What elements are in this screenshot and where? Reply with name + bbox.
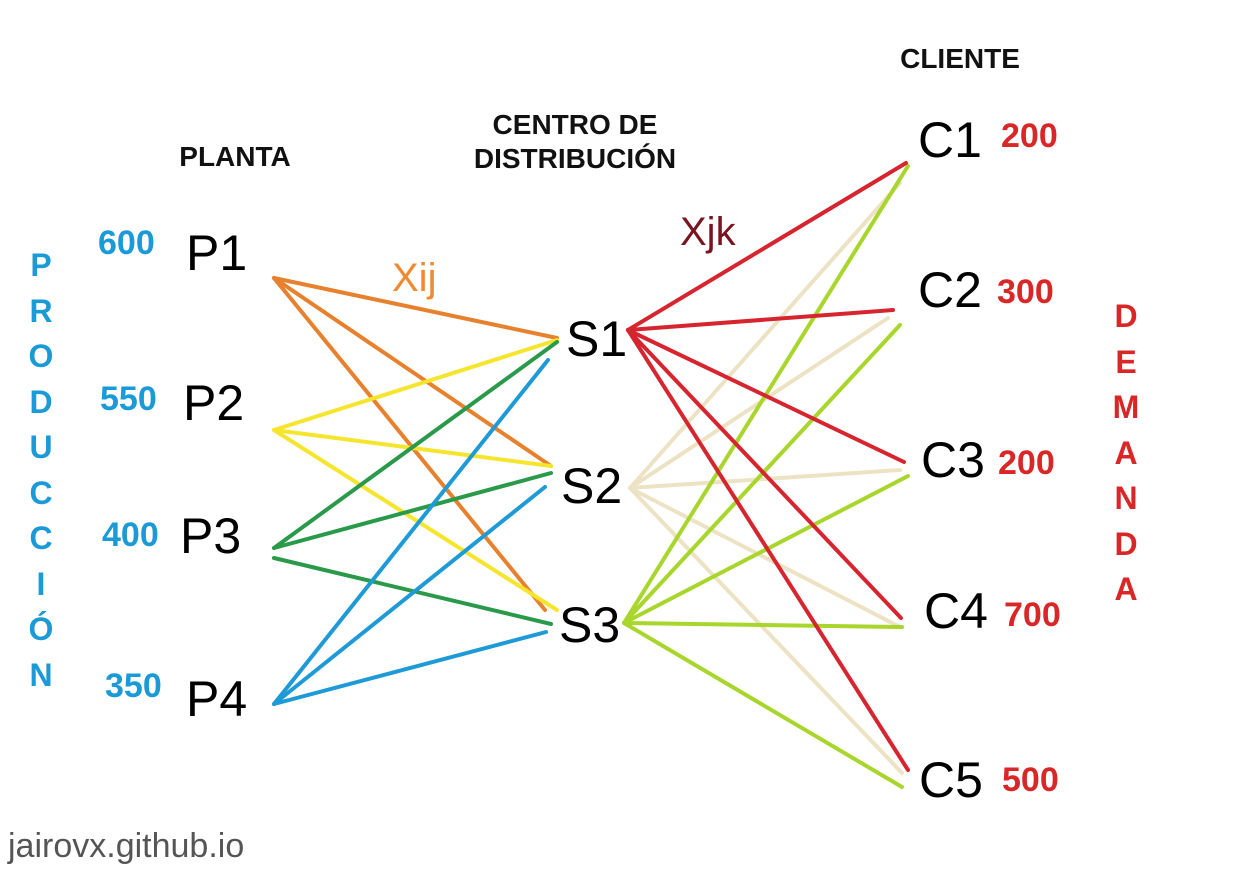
produccion-letter: R [29, 292, 53, 329]
produccion-letter: C [29, 520, 53, 556]
production-p3: 400 [102, 516, 159, 554]
edge-p4-s1 [272, 358, 550, 706]
demanda-letter: D [1114, 298, 1138, 334]
demand-c1: 200 [1001, 117, 1058, 155]
demanda-letter: E [1115, 343, 1137, 380]
edge-s2-c3 [628, 468, 902, 490]
demand-c5: 500 [1002, 761, 1059, 799]
edge-p3-s2 [272, 471, 553, 550]
header-centro-line2: DISTRIBUCIÓN [473, 143, 677, 174]
header-centro: CENTRO DE DISTRIBUCIÓN [440, 108, 710, 176]
edge-s2-c5 [628, 486, 904, 775]
footer-url: jairovx.github.io [8, 827, 245, 865]
plant-p4: P4 [186, 671, 248, 727]
client-c4: C4 [924, 583, 988, 639]
edge-s1-c3 [626, 328, 906, 464]
demand-c3: 200 [998, 444, 1055, 482]
edge-p2-s1 [272, 338, 559, 432]
produccion-letter: Ó [28, 611, 54, 647]
center-s1: S1 [566, 311, 628, 367]
produccion-letter: C [29, 474, 53, 511]
center-s2: S2 [561, 458, 623, 514]
plant-p1: P1 [186, 225, 248, 281]
xjk-label: Xjk [680, 210, 736, 254]
edge-s1-c5 [626, 328, 910, 772]
production-p1: 600 [98, 224, 155, 262]
header-centro-line1: CENTRO DE [492, 109, 658, 140]
edge-s3-c5 [622, 621, 904, 789]
produccion-letter: U [29, 429, 53, 465]
header-cliente: CLIENTE [900, 43, 1020, 74]
client-c1: C1 [918, 112, 982, 168]
edge-p1-s1 [272, 276, 559, 340]
demanda-letter: N [1114, 480, 1138, 516]
edge-p3-s1 [272, 340, 559, 550]
center-s3: S3 [559, 597, 621, 653]
client-c2: C2 [918, 262, 982, 318]
produccion-letter: D [29, 383, 53, 420]
demanda-letter: A [1114, 434, 1138, 471]
demanda-letter: D [1114, 525, 1138, 562]
demanda-letter: A [1114, 571, 1138, 607]
plant-p2: P2 [183, 375, 245, 431]
edge-p4-s2 [272, 485, 547, 706]
client-c5: C5 [919, 752, 983, 808]
produccion-letter: N [29, 656, 53, 693]
production-p2: 550 [100, 380, 157, 418]
plant-p3: P3 [180, 508, 242, 564]
demand-c4: 700 [1004, 596, 1061, 634]
edge-p2-s3 [272, 428, 559, 612]
edge-s2-c1 [628, 181, 902, 490]
edge-p1-s2 [272, 276, 553, 468]
produccion-letter: P [30, 247, 52, 283]
edge-s3-c4 [622, 621, 904, 629]
header-planta: PLANTA [179, 141, 291, 172]
production-p4: 350 [105, 667, 162, 705]
xij-label: Xij [392, 256, 437, 300]
produccion-letter: I [36, 565, 46, 602]
client-c3: C3 [921, 432, 985, 488]
edge-s1-c4 [626, 328, 903, 620]
edge-s1-c1 [626, 161, 908, 332]
edge-s2-c4 [628, 486, 902, 629]
edge-s1-c2 [626, 308, 895, 332]
demand-c2: 300 [997, 273, 1054, 311]
edge-p4-s3 [272, 630, 548, 706]
demanda-letter: M [1112, 389, 1140, 425]
edge-p1-s3 [272, 276, 547, 612]
produccion-letter: O [28, 338, 54, 374]
